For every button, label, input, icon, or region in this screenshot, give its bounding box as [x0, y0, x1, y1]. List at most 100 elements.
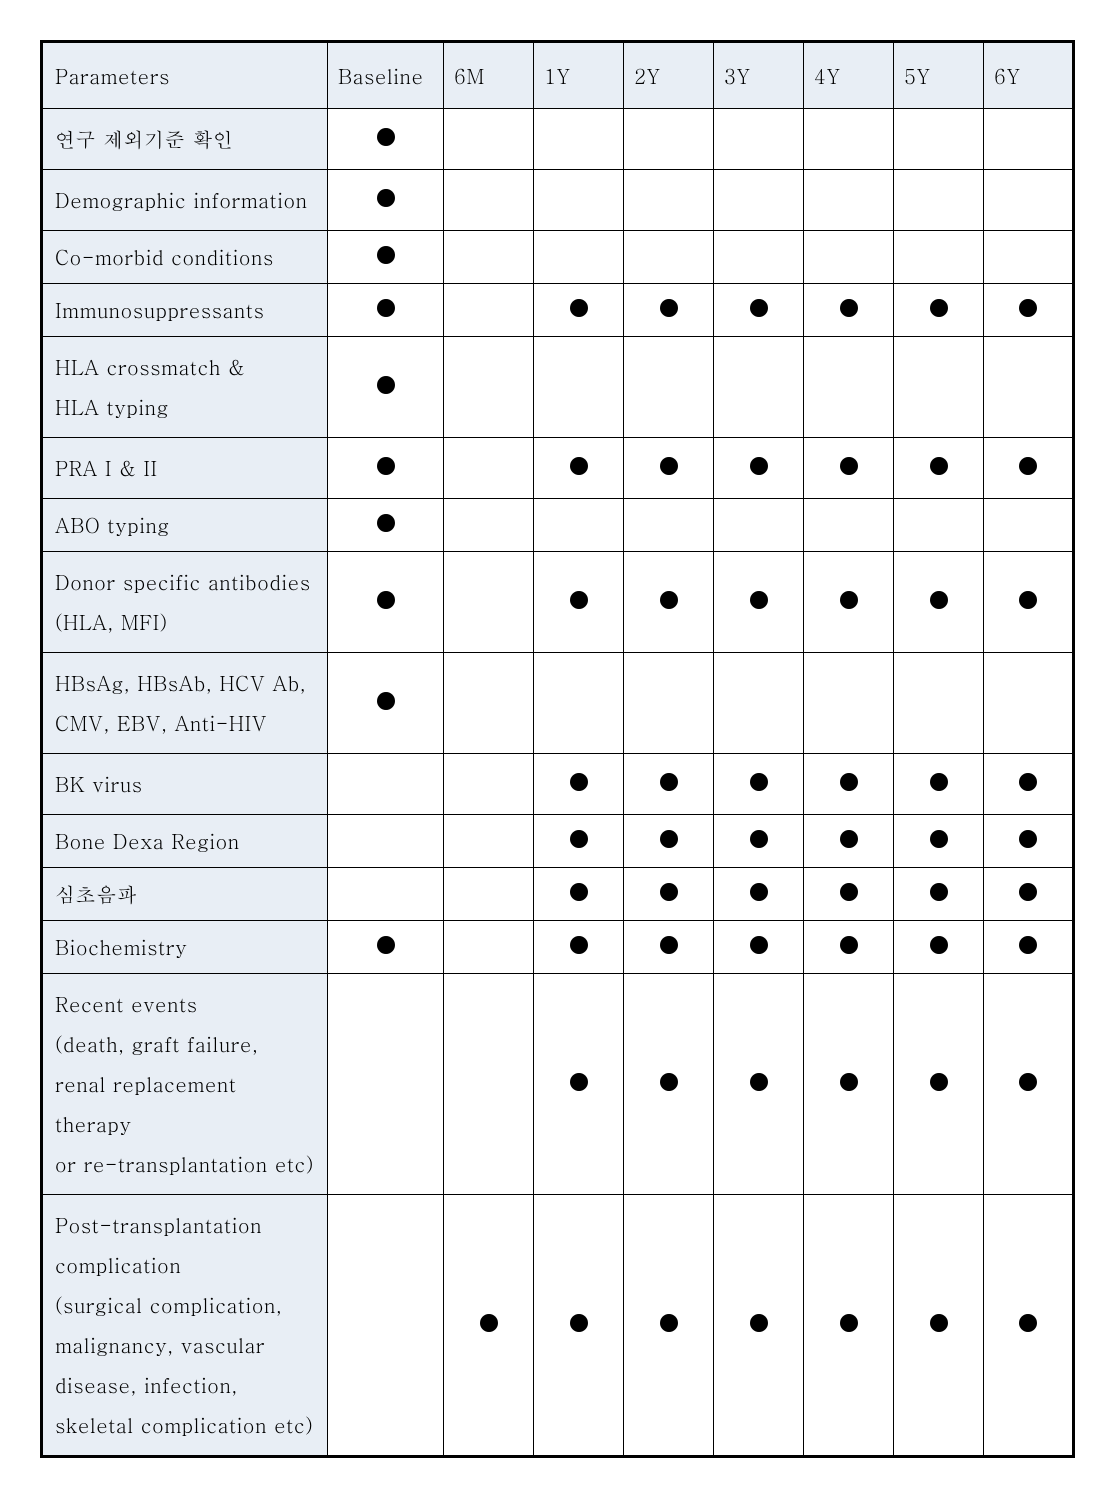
dot-icon	[1019, 591, 1037, 609]
schedule-cell	[804, 815, 894, 868]
header-row: ParametersBaseline6M1Y2Y3Y4Y5Y6Y	[42, 42, 1074, 109]
schedule-cell	[714, 109, 804, 170]
dot-icon	[750, 1073, 768, 1091]
dot-icon	[660, 1314, 678, 1332]
schedule-cell	[534, 337, 624, 438]
column-header: 6Y	[984, 42, 1074, 109]
schedule-cell	[984, 284, 1074, 337]
dot-icon	[377, 376, 395, 394]
schedule-cell	[444, 974, 534, 1195]
dot-icon	[377, 246, 395, 264]
schedule-cell	[714, 815, 804, 868]
dot-icon	[750, 457, 768, 475]
dot-icon	[840, 299, 858, 317]
dot-icon	[1019, 773, 1037, 791]
schedule-cell	[714, 868, 804, 921]
schedule-cell	[714, 552, 804, 653]
parameter-label: Donor specific antibodies(HLA, MFI)	[42, 552, 328, 653]
schedule-cell	[534, 552, 624, 653]
table-row: ABO typing	[42, 499, 1074, 552]
dot-icon	[750, 591, 768, 609]
schedule-cell	[444, 231, 534, 284]
dot-icon	[480, 1314, 498, 1332]
schedule-cell	[894, 868, 984, 921]
schedule-cell	[804, 109, 894, 170]
dot-icon	[660, 936, 678, 954]
dot-icon	[570, 1314, 588, 1332]
dot-icon	[750, 299, 768, 317]
schedule-cell	[804, 868, 894, 921]
dot-icon	[570, 830, 588, 848]
schedule-cell	[328, 231, 444, 284]
schedule-cell	[444, 337, 534, 438]
dot-icon	[840, 1073, 858, 1091]
table-row: Immunosuppressants	[42, 284, 1074, 337]
table-row: Co-morbid conditions	[42, 231, 1074, 284]
table-row: 연구 제외기준 확인	[42, 109, 1074, 170]
schedule-cell	[534, 438, 624, 499]
schedule-cell	[714, 754, 804, 815]
schedule-cell	[984, 337, 1074, 438]
parameter-label: PRA I & II	[42, 438, 328, 499]
dot-icon	[660, 830, 678, 848]
dot-icon	[570, 299, 588, 317]
schedule-cell	[804, 552, 894, 653]
schedule-cell	[328, 754, 444, 815]
column-header: 5Y	[894, 42, 984, 109]
schedule-cell	[624, 552, 714, 653]
schedule-cell	[714, 337, 804, 438]
schedule-cell	[444, 815, 534, 868]
table-row: Post-transplantationcomplication(surgica…	[42, 1195, 1074, 1457]
schedule-cell	[444, 868, 534, 921]
parameter-label: Recent events(death, graft failure,renal…	[42, 974, 328, 1195]
parameter-label: BK virus	[42, 754, 328, 815]
schedule-cell	[444, 284, 534, 337]
schedule-cell	[534, 921, 624, 974]
schedule-cell	[534, 868, 624, 921]
dot-icon	[1019, 1314, 1037, 1332]
dot-icon	[1019, 936, 1037, 954]
parameter-label: 연구 제외기준 확인	[42, 109, 328, 170]
column-header: 4Y	[804, 42, 894, 109]
column-header: Baseline	[328, 42, 444, 109]
table-row: BK virus	[42, 754, 1074, 815]
dot-icon	[570, 883, 588, 901]
schedule-cell	[984, 653, 1074, 754]
schedule-cell	[624, 754, 714, 815]
table-body: 연구 제외기준 확인Demographic informationCo-morb…	[42, 109, 1074, 1457]
schedule-cell	[804, 1195, 894, 1457]
dot-icon	[660, 591, 678, 609]
parameter-label: HBsAg, HBsAb, HCV Ab,CMV, EBV, Anti-HIV	[42, 653, 328, 754]
schedule-cell	[328, 499, 444, 552]
dot-icon	[660, 1073, 678, 1091]
parameter-label: Bone Dexa Region	[42, 815, 328, 868]
dot-icon	[660, 773, 678, 791]
schedule-cell	[534, 653, 624, 754]
schedule-cell	[804, 284, 894, 337]
schedule-cell	[444, 170, 534, 231]
dot-icon	[377, 189, 395, 207]
dot-icon	[930, 883, 948, 901]
dot-icon	[570, 936, 588, 954]
schedule-cell	[714, 653, 804, 754]
column-header: Parameters	[42, 42, 328, 109]
schedule-cell	[714, 170, 804, 231]
table-row: Demographic information	[42, 170, 1074, 231]
dot-icon	[570, 773, 588, 791]
dot-icon	[750, 773, 768, 791]
schedule-cell	[714, 921, 804, 974]
schedule-cell	[894, 231, 984, 284]
table-row: Biochemistry	[42, 921, 1074, 974]
schedule-cell	[328, 921, 444, 974]
schedule-cell	[984, 974, 1074, 1195]
schedule-cell	[804, 170, 894, 231]
schedule-cell	[894, 754, 984, 815]
column-header: 1Y	[534, 42, 624, 109]
schedule-cell	[328, 109, 444, 170]
dot-icon	[930, 830, 948, 848]
schedule-cell	[984, 754, 1074, 815]
schedule-cell	[624, 815, 714, 868]
schedule-cell	[984, 552, 1074, 653]
schedule-cell	[984, 921, 1074, 974]
schedule-cell	[984, 170, 1074, 231]
